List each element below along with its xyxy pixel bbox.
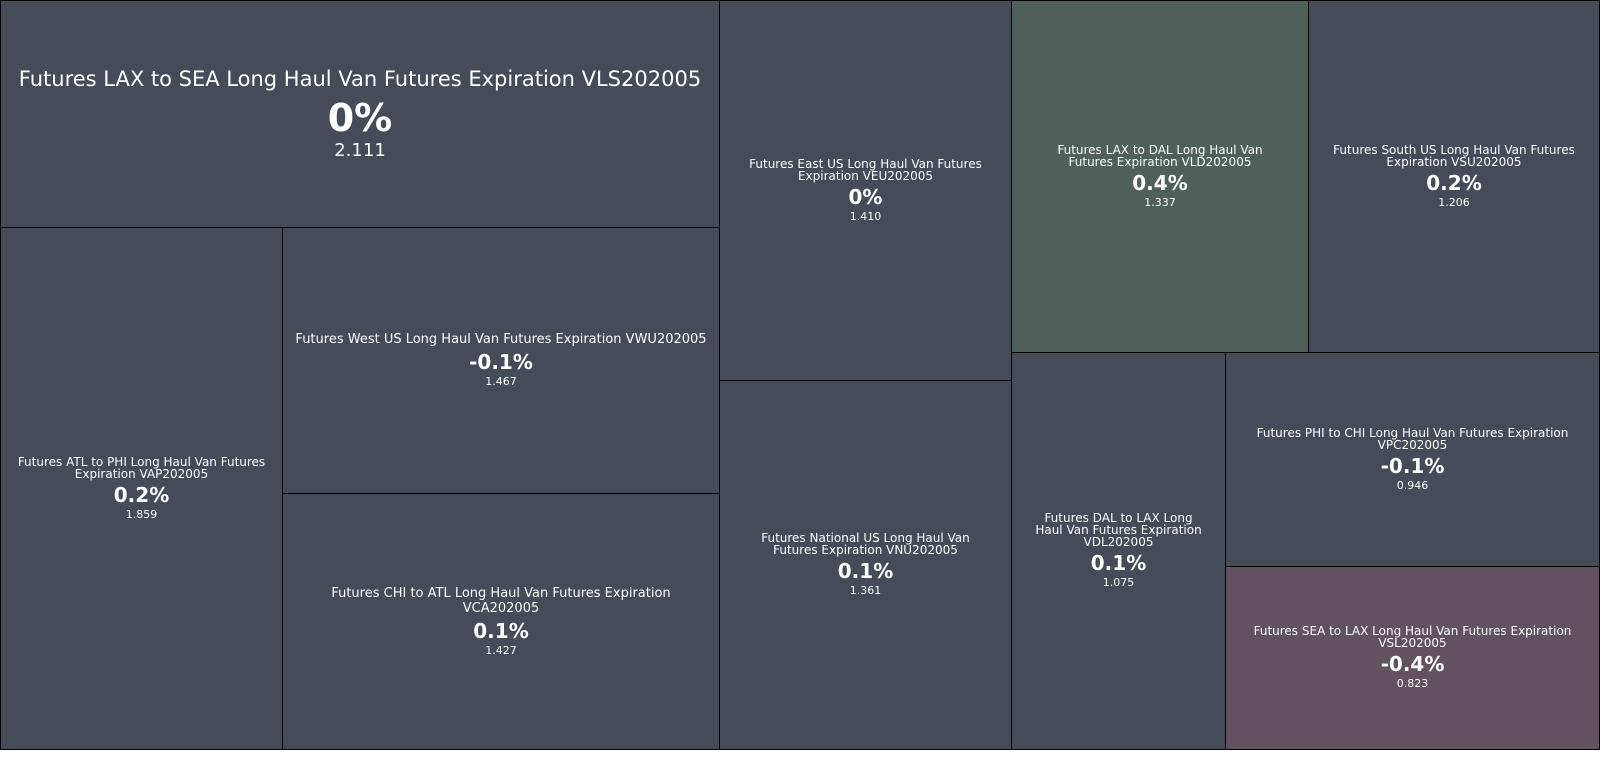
tile-name: Futures PHI to CHI Long Haul Van Futures… (1256, 425, 1569, 452)
treemap-tile-vls202005[interactable]: Futures LAX to SEA Long Haul Van Futures… (0, 0, 720, 228)
tile-value: 1.467 (485, 375, 517, 388)
tile-value: 1.075 (1102, 576, 1135, 589)
treemap-tile-vpc202005[interactable]: Futures PHI to CHI Long Haul Van Futures… (1225, 352, 1600, 567)
tile-change: 0.2% (113, 482, 170, 507)
tile-value: 1.427 (485, 643, 517, 657)
tile-value: 1.206 (1438, 195, 1470, 209)
tile-name: Futures West US Long Haul Van Futures Ex… (295, 332, 707, 347)
treemap-tile-vnu202005[interactable]: Futures National US Long Haul Van Future… (719, 380, 1012, 750)
tile-change: 0.1% (1090, 551, 1147, 575)
tile-value: 1.410 (849, 209, 882, 223)
tile-change: 0% (848, 184, 883, 209)
treemap-tile-vwu202005[interactable]: Futures West US Long Haul Van Futures Ex… (282, 227, 720, 494)
tile-change: -0.4% (1380, 652, 1445, 676)
tile-name: Futures East US Long Haul Van Futures Ex… (749, 156, 982, 183)
tile-value: 0.946 (1396, 478, 1429, 492)
tile-name: Futures LAX to DAL Long Haul Van Futures… (1057, 142, 1263, 169)
tile-change: 0.4% (1132, 170, 1188, 195)
tile-value: 1.361 (849, 584, 882, 597)
tile-change: 0.2% (1426, 170, 1482, 195)
tile-name: Futures CHI to ATL Long Haul Van Futures… (331, 585, 671, 616)
tile-value: 1.337 (1144, 195, 1176, 209)
tile-name: Futures South US Long Haul Van Futures E… (1333, 142, 1575, 169)
tile-name: Futures LAX to SEA Long Haul Van Futures… (18, 67, 702, 91)
tile-change: 0.1% (473, 618, 529, 643)
tile-name: Futures ATL to PHI Long Haul Van Futures… (17, 454, 266, 481)
tile-change: 0.1% (837, 559, 894, 583)
tile-name: Futures National US Long Haul Van Future… (761, 531, 970, 557)
tile-value: 2.111 (334, 140, 386, 161)
tile-value: 0.823 (1396, 677, 1429, 690)
tile-name: Futures DAL to LAX Long Haul Van Futures… (1035, 511, 1202, 549)
treemap-tile-vca202005[interactable]: Futures CHI to ATL Long Haul Van Futures… (282, 493, 720, 750)
treemap-tile-veu202005[interactable]: Futures East US Long Haul Van Futures Ex… (719, 0, 1012, 381)
tile-name: Futures SEA to LAX Long Haul Van Futures… (1253, 624, 1572, 650)
tile-change: -0.1% (469, 350, 533, 374)
treemap-tile-vap202005[interactable]: Futures ATL to PHI Long Haul Van Futures… (0, 227, 283, 750)
treemap-tile-vsl202005[interactable]: Futures SEA to LAX Long Haul Van Futures… (1225, 566, 1600, 750)
treemap-tile-vsu202005[interactable]: Futures South US Long Haul Van Futures E… (1308, 0, 1600, 353)
treemap-tile-vdl202005[interactable]: Futures DAL to LAX Long Haul Van Futures… (1011, 352, 1226, 750)
tile-change: -0.1% (1380, 453, 1445, 478)
tile-change: 0% (327, 96, 393, 140)
treemap-tile-vld202005[interactable]: Futures LAX to DAL Long Haul Van Futures… (1011, 0, 1309, 353)
tile-value: 1.859 (125, 507, 158, 521)
